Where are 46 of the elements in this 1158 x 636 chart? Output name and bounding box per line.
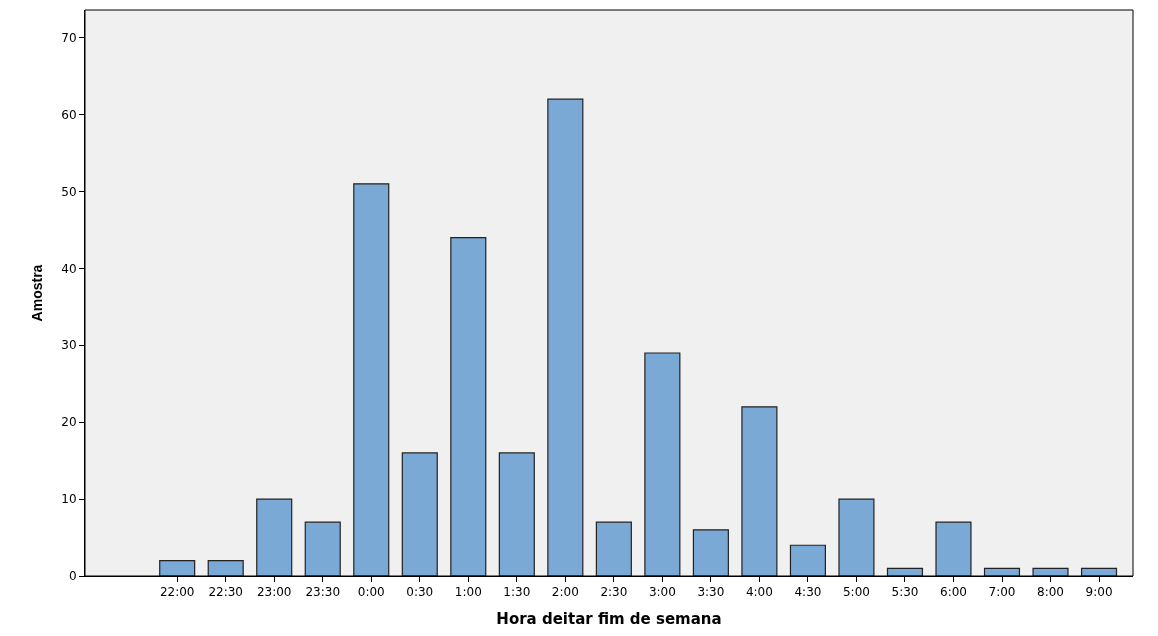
bar <box>935 521 972 576</box>
y-tick-label: 60 <box>61 107 77 122</box>
bar <box>838 498 875 576</box>
y-tick-label: 0 <box>68 569 77 584</box>
y-tick-label: 10 <box>61 492 77 507</box>
x-tick-label: 0:30 <box>406 585 434 600</box>
bar <box>789 544 826 576</box>
x-tick-label: 22:30 <box>208 585 243 600</box>
x-tick-label: 5:00 <box>842 585 870 600</box>
x-tick-label: 1:30 <box>503 585 531 600</box>
bar <box>256 498 293 576</box>
y-tick-label: 50 <box>61 184 77 199</box>
x-tick-label: 8:00 <box>1037 585 1064 600</box>
y-tick-label: 30 <box>61 338 77 353</box>
bar <box>304 521 341 576</box>
y-tick-label: 70 <box>61 30 77 45</box>
x-tick-label: 2:00 <box>551 585 579 600</box>
bar <box>450 237 487 576</box>
x-tick-label: 3:30 <box>697 585 725 600</box>
bar <box>692 529 729 576</box>
x-tick-label: 22:00 <box>159 585 195 600</box>
bar <box>498 452 535 576</box>
bar <box>401 452 438 576</box>
x-tick-label: 7:00 <box>988 585 1016 600</box>
x-tick-label: 4:00 <box>745 585 773 600</box>
x-tick-label: 23:00 <box>256 585 292 600</box>
x-axis-title: Hora deitar fim de semana <box>496 610 722 629</box>
x-tick-label: 23:30 <box>305 585 341 600</box>
x-tick-label: 9:00 <box>1085 585 1113 600</box>
x-tick-label: 5:30 <box>891 585 919 600</box>
x-tick-label: 1:00 <box>454 585 482 600</box>
bar <box>644 352 681 576</box>
bar <box>207 560 244 576</box>
bar <box>159 560 196 576</box>
bar <box>547 98 584 576</box>
x-tick-label: 2:30 <box>600 585 628 600</box>
x-tick-label: 0:00 <box>357 585 385 600</box>
bar <box>741 406 778 576</box>
x-tick-label: 3:00 <box>648 585 676 600</box>
y-tick-label: 40 <box>61 261 77 276</box>
x-tick-label: 4:30 <box>794 585 822 600</box>
y-axis-title: Amostra <box>28 264 45 322</box>
bar <box>595 521 632 576</box>
y-tick-label: 20 <box>61 415 77 430</box>
bar <box>353 183 390 576</box>
x-tick-label: 6:00 <box>940 585 967 600</box>
